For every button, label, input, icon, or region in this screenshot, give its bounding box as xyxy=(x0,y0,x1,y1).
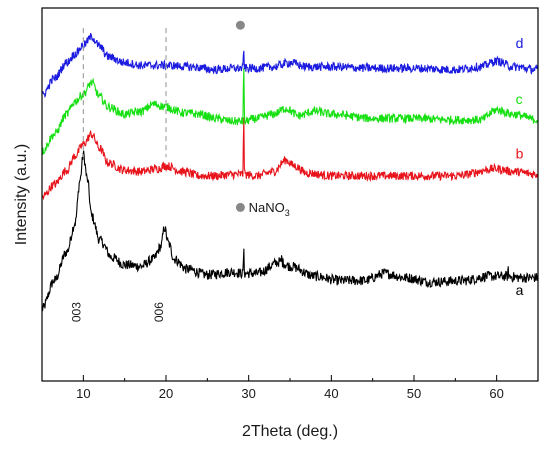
y-axis-label: Intensity (a.u.) xyxy=(13,144,30,245)
series-b-line xyxy=(41,117,539,201)
x-tick-label: 50 xyxy=(407,386,421,401)
x-axis-label: 2Theta (deg.) xyxy=(242,423,338,440)
x-tick-label: 10 xyxy=(76,386,90,401)
series-label-c: c xyxy=(516,91,523,107)
x-tick-label: 40 xyxy=(324,386,338,401)
nano3-legend-marker xyxy=(235,202,245,212)
x-ticks: 10 20 30 40 50 60 xyxy=(41,375,539,401)
x-tick-label: 20 xyxy=(159,386,173,401)
series-d-line xyxy=(41,32,539,99)
nano3-marker-top xyxy=(235,20,245,30)
annotation-layer: 003 006 a b c d NaNO3 xyxy=(69,20,524,322)
series-label-a: a xyxy=(516,282,524,298)
peak-label-006: 006 xyxy=(152,302,166,322)
series-a-line xyxy=(41,150,539,312)
peak-label-003: 003 xyxy=(69,302,83,322)
x-tick-label: 60 xyxy=(489,386,503,401)
series-label-d: d xyxy=(516,35,524,51)
series-c-line xyxy=(41,68,539,156)
series-layer xyxy=(41,32,539,312)
series-label-b: b xyxy=(516,146,524,162)
x-tick-label: 30 xyxy=(241,386,255,401)
nano3-legend-subscript: 3 xyxy=(285,208,290,218)
nano3-legend-label: NaNO3 xyxy=(249,200,290,218)
